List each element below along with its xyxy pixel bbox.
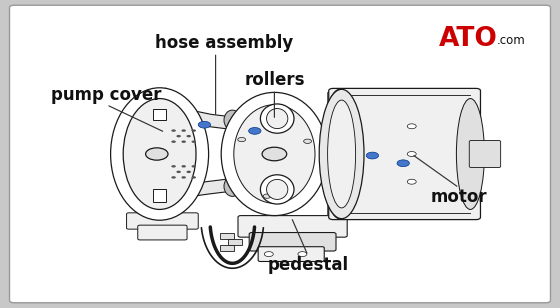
Circle shape <box>198 121 211 128</box>
Ellipse shape <box>221 92 328 216</box>
Ellipse shape <box>260 104 294 133</box>
Polygon shape <box>165 88 174 220</box>
Circle shape <box>407 152 416 156</box>
Circle shape <box>304 139 311 144</box>
Circle shape <box>186 171 191 173</box>
Ellipse shape <box>267 179 288 200</box>
Circle shape <box>192 165 196 168</box>
Bar <box>228 239 242 245</box>
Circle shape <box>249 128 261 134</box>
Circle shape <box>262 147 287 161</box>
Circle shape <box>407 179 416 184</box>
PathPatch shape <box>181 110 235 129</box>
FancyBboxPatch shape <box>138 225 187 240</box>
Circle shape <box>366 152 379 159</box>
Bar <box>153 189 166 202</box>
Polygon shape <box>328 92 339 216</box>
FancyBboxPatch shape <box>249 233 336 251</box>
Text: ATO: ATO <box>439 26 498 51</box>
Bar <box>220 233 234 239</box>
Circle shape <box>181 176 186 179</box>
Ellipse shape <box>224 110 241 130</box>
Text: pedestal: pedestal <box>268 256 348 274</box>
PathPatch shape <box>182 179 235 197</box>
FancyBboxPatch shape <box>258 247 324 261</box>
Circle shape <box>238 137 246 142</box>
Ellipse shape <box>110 88 208 220</box>
Circle shape <box>181 140 186 143</box>
Ellipse shape <box>123 99 196 209</box>
Circle shape <box>181 129 186 132</box>
Circle shape <box>192 176 196 179</box>
Circle shape <box>146 148 168 160</box>
Circle shape <box>273 109 281 113</box>
Text: rollers: rollers <box>244 71 305 89</box>
FancyBboxPatch shape <box>238 216 347 237</box>
Circle shape <box>176 171 181 173</box>
Ellipse shape <box>456 99 484 209</box>
Circle shape <box>264 252 273 257</box>
FancyBboxPatch shape <box>10 5 550 303</box>
FancyBboxPatch shape <box>469 140 501 168</box>
Circle shape <box>176 135 181 137</box>
Text: hose assembly: hose assembly <box>155 34 293 52</box>
Ellipse shape <box>319 89 364 219</box>
Circle shape <box>192 129 196 132</box>
Ellipse shape <box>234 105 315 203</box>
Bar <box>220 245 234 251</box>
Circle shape <box>171 165 176 168</box>
Ellipse shape <box>321 89 358 219</box>
Ellipse shape <box>328 100 356 208</box>
Circle shape <box>263 194 271 198</box>
Circle shape <box>186 135 191 137</box>
FancyBboxPatch shape <box>345 196 386 218</box>
Text: pump cover: pump cover <box>51 87 162 104</box>
Ellipse shape <box>224 176 241 197</box>
Circle shape <box>171 129 176 132</box>
Circle shape <box>181 165 186 168</box>
Ellipse shape <box>267 109 288 129</box>
Circle shape <box>397 160 409 167</box>
Text: motor: motor <box>431 188 488 206</box>
Circle shape <box>171 176 176 179</box>
Bar <box>153 109 166 120</box>
FancyBboxPatch shape <box>329 88 480 220</box>
FancyBboxPatch shape <box>127 213 198 229</box>
Text: .com: .com <box>497 34 526 47</box>
Circle shape <box>192 140 196 143</box>
FancyBboxPatch shape <box>345 90 386 112</box>
Circle shape <box>407 124 416 129</box>
Circle shape <box>298 252 307 257</box>
Ellipse shape <box>260 175 294 204</box>
Circle shape <box>171 140 176 143</box>
